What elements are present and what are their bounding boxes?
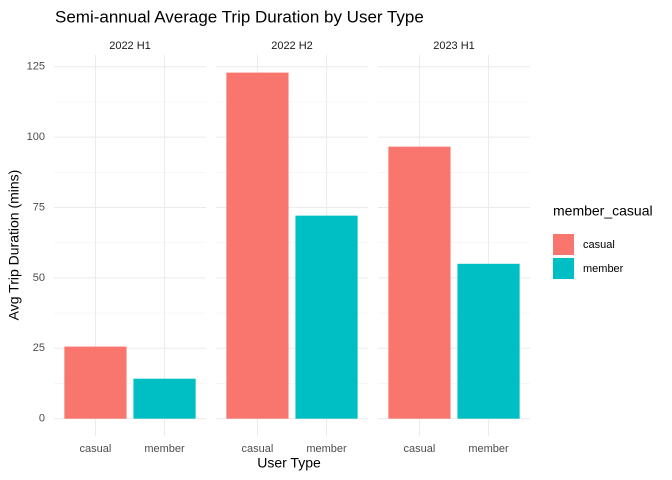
y-tick-label: 50 (33, 272, 45, 284)
x-tick-label: casual (242, 443, 274, 455)
y-tick-label: 0 (39, 413, 45, 425)
x-tick-label: member (468, 443, 509, 455)
y-tick-label: 25 (33, 342, 45, 354)
x-tick-label: member (144, 443, 185, 455)
legend-label: member (583, 263, 624, 275)
bar (226, 72, 289, 419)
legend-key (553, 258, 574, 279)
x-tick-label: casual (80, 443, 112, 455)
y-tick-label: 75 (33, 201, 45, 213)
facet-label: 2022 H2 (271, 40, 313, 52)
facet-label: 2022 H1 (109, 40, 151, 52)
bar (457, 263, 520, 419)
y-tick-label: 125 (27, 61, 45, 73)
bar (64, 346, 127, 419)
facet-label: 2023 H1 (433, 40, 475, 52)
x-axis-label: User Type (257, 455, 321, 471)
legend-title: member_casual (553, 203, 653, 219)
legend-key (553, 234, 574, 255)
bar (133, 378, 196, 419)
legend-label: casual (583, 239, 615, 251)
x-tick-label: casual (404, 443, 436, 455)
y-tick-label: 100 (27, 131, 45, 143)
x-tick-label: member (306, 443, 347, 455)
chart-title: Semi-annual Average Trip Duration by Use… (55, 7, 424, 26)
bar (388, 146, 451, 419)
y-axis-label: Avg Trip Duration (mins) (6, 170, 22, 321)
bar (295, 215, 358, 419)
